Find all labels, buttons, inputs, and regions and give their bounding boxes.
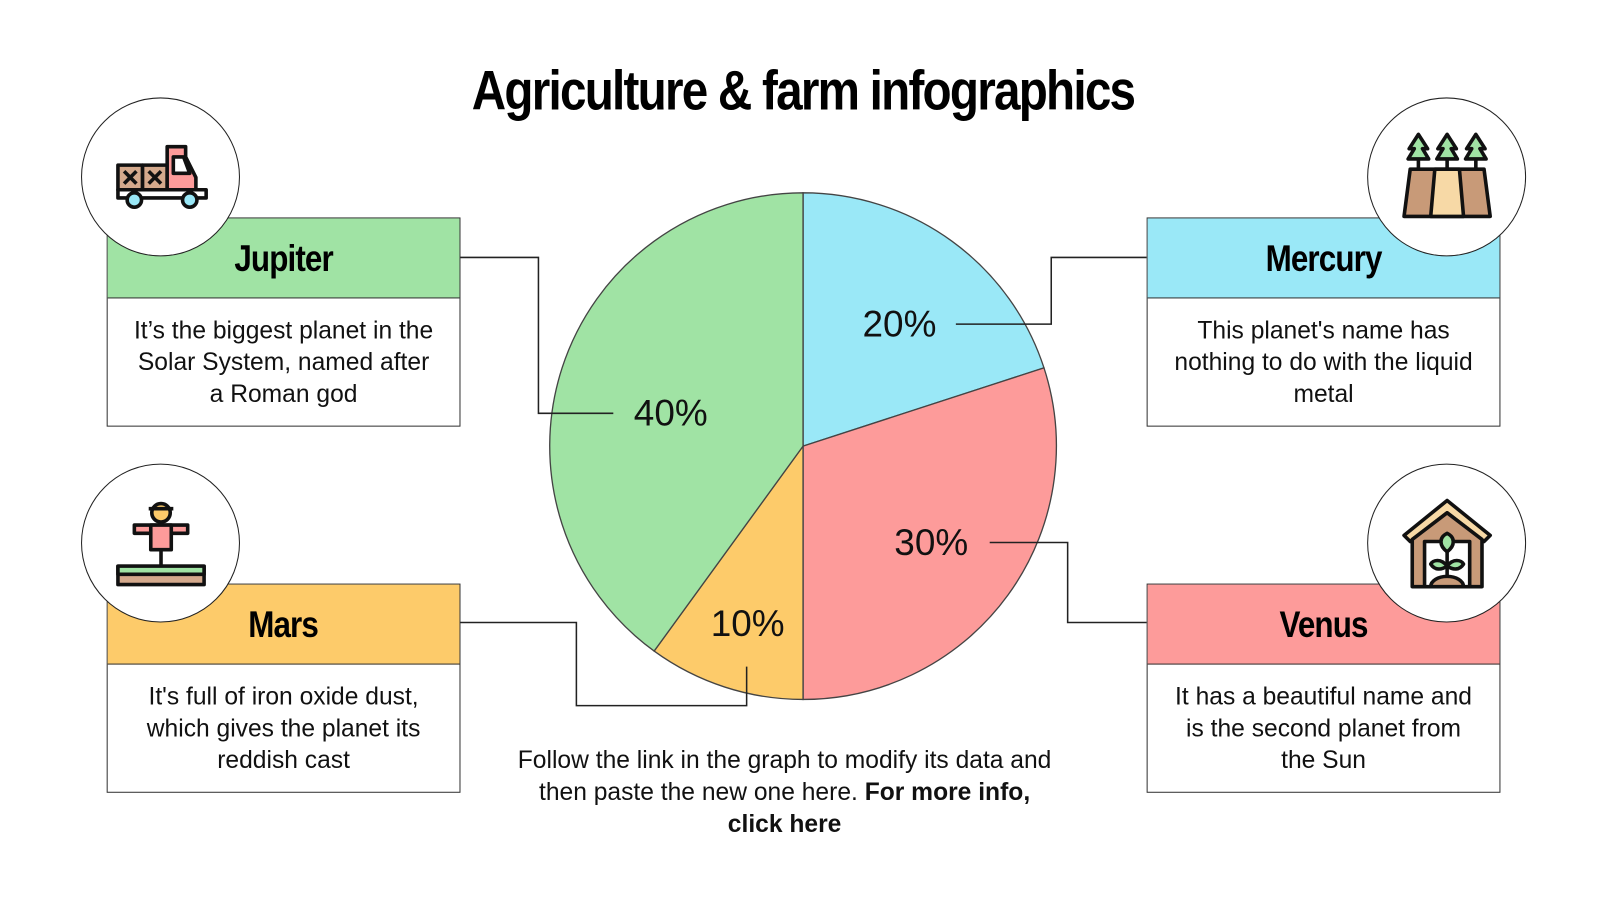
connector-mars [460, 621, 748, 707]
card-description: It has a beautiful name and is the secon… [1175, 682, 1473, 774]
card-description: It's full of iron oxide dust, which give… [146, 682, 421, 774]
footer-text: Follow the link in the graph to modify i… [517, 746, 1052, 807]
pie-label-jupiter: 40% [633, 391, 708, 434]
scarecrow-icon [81, 463, 240, 623]
card-description: It’s the biggest planet in the Solar Sys… [133, 316, 434, 408]
pie-slice-mercury [802, 192, 1045, 448]
pie-label-mercury: 20% [862, 302, 937, 345]
connector-venus [989, 541, 1147, 624]
page-title: Agriculture & farm infographics [471, 60, 1136, 123]
connector-lines [460, 256, 1147, 707]
forest-field-icon [1367, 97, 1527, 257]
more-info-link[interactable]: For more info, click here [727, 778, 1031, 838]
card-title: Jupiter [234, 236, 333, 279]
truck-icon [81, 97, 240, 257]
footer-note: Follow the link in the graph to modify i… [513, 745, 1057, 840]
card-title: Mars [248, 602, 320, 645]
card-title: Venus [1279, 602, 1368, 645]
pie-label-mars: 10% [710, 602, 785, 645]
connector-mercury [955, 256, 1147, 325]
pie-slice-jupiter [549, 192, 804, 653]
pie-label-venus: 30% [894, 521, 969, 564]
pie-slice-venus [802, 367, 1058, 701]
card-description: This planet's name has nothing to do wit… [1174, 316, 1473, 408]
card-title: Mercury [1265, 236, 1383, 279]
greenhouse-icon [1367, 463, 1527, 623]
pie-slice-mars [653, 444, 804, 701]
connector-jupiter [460, 256, 614, 415]
